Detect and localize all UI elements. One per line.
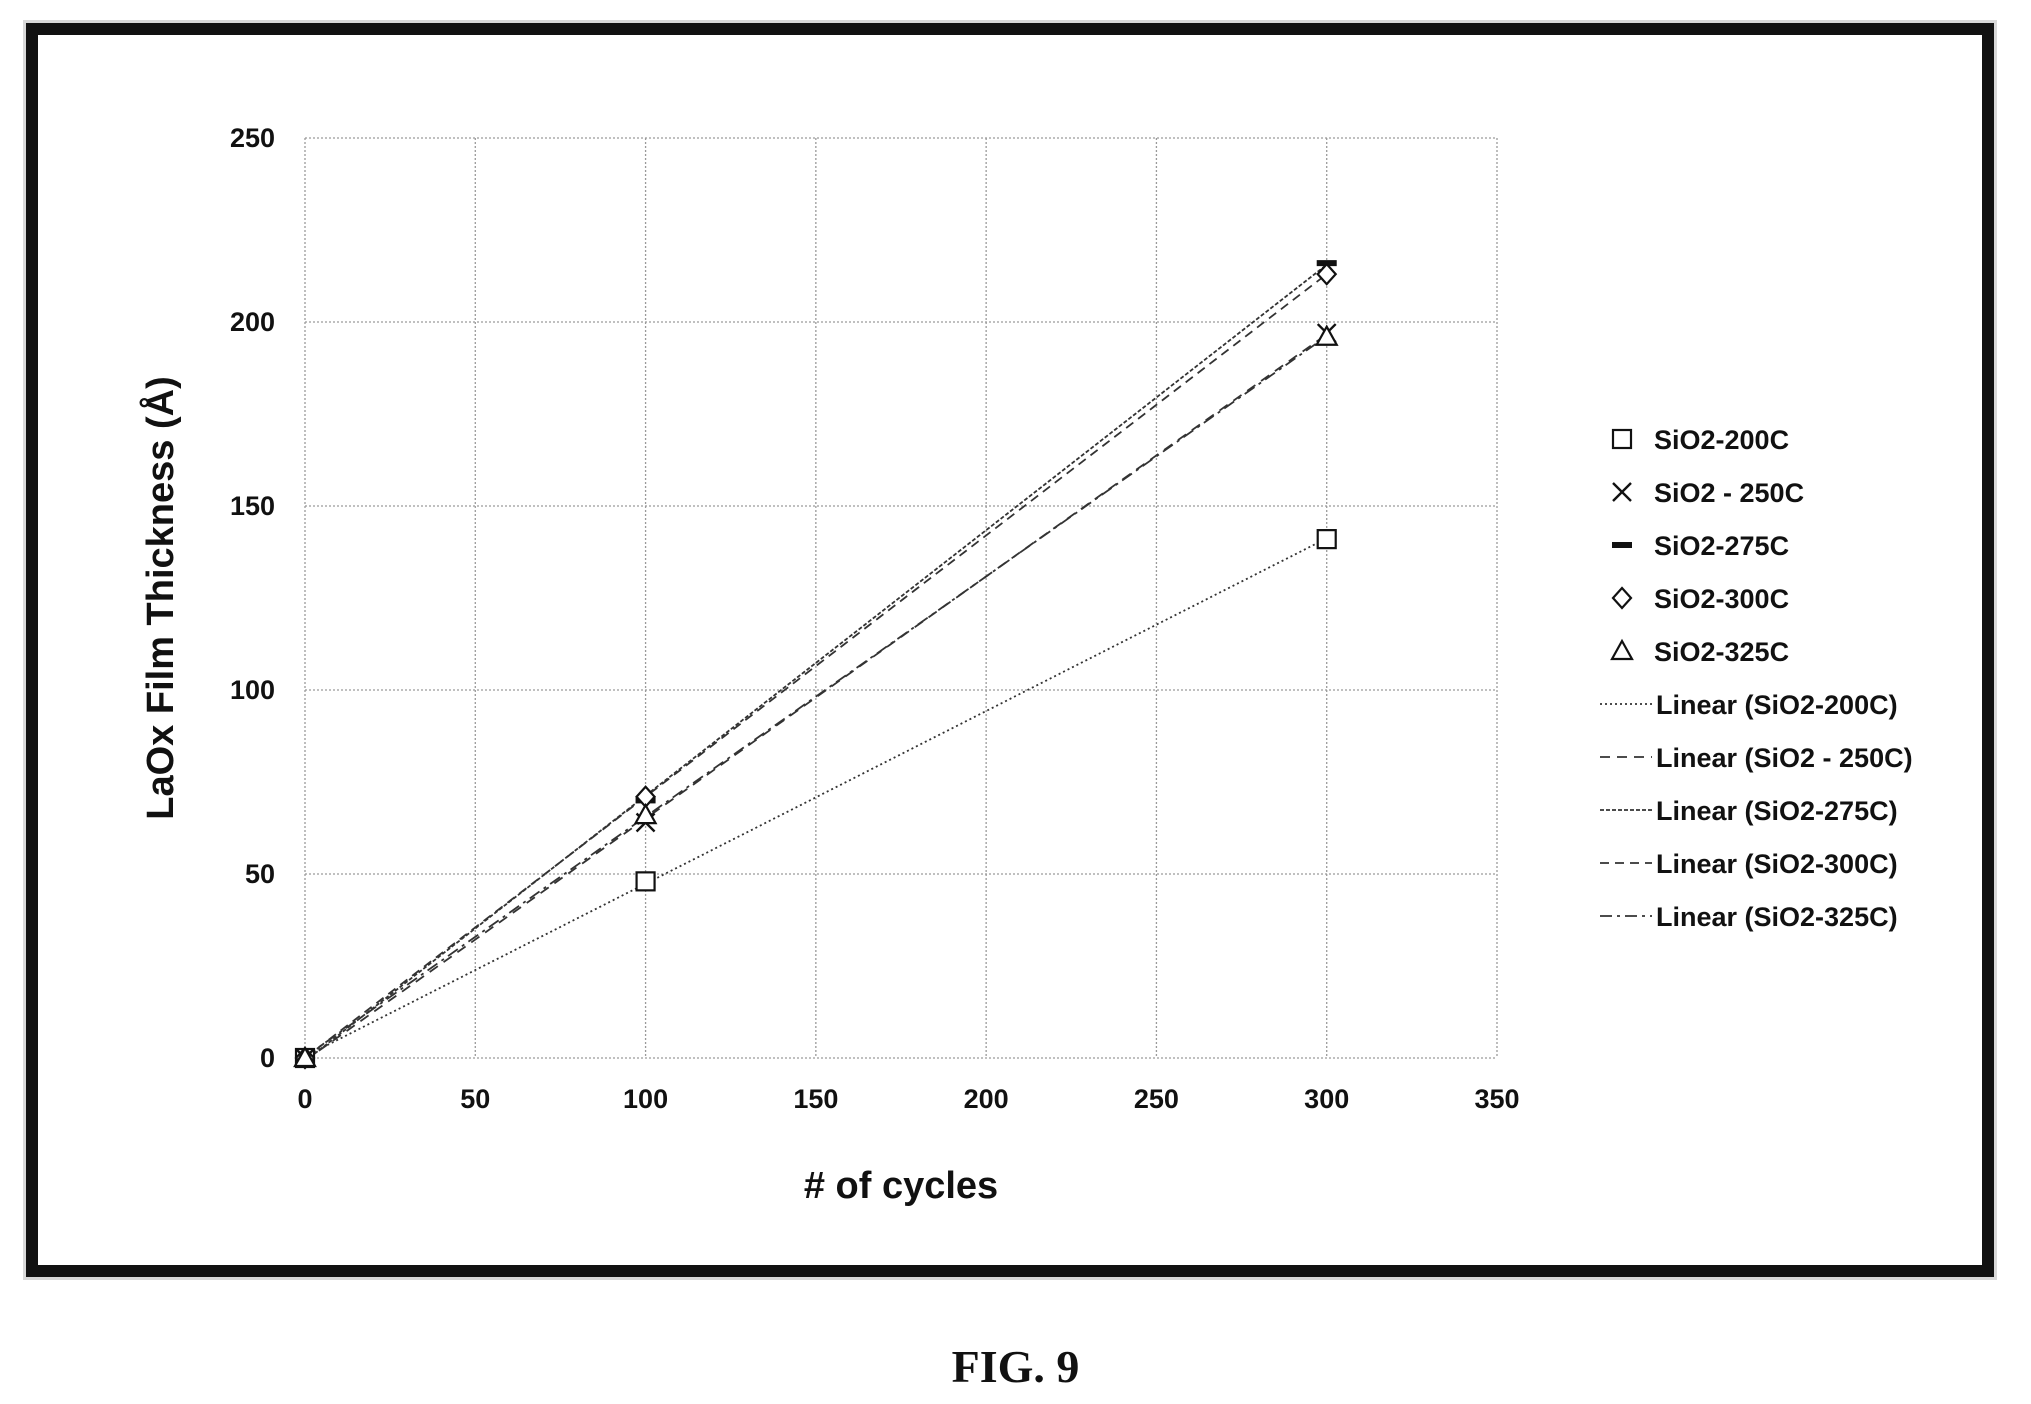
triangle-marker: [1314, 324, 1339, 346]
diamond-marker: [1316, 262, 1338, 286]
legend-label: Linear (SiO2-325C): [1656, 902, 1898, 932]
legend-label: Linear (SiO2 - 250C): [1656, 743, 1913, 773]
legend-label: SiO2-200C: [1654, 425, 1789, 455]
x-tick-label: 350: [1474, 1084, 1519, 1114]
legend-label: SiO2-300C: [1654, 584, 1789, 614]
x-tick-label: 150: [793, 1084, 838, 1114]
y-tick-label: 100: [230, 675, 275, 705]
x-tick-label: 300: [1304, 1084, 1349, 1114]
dash-marker: [1612, 542, 1632, 548]
x-tick-label: 250: [1134, 1084, 1179, 1114]
y-tick-label: 150: [230, 491, 275, 521]
x-axis-title: # of cycles: [804, 1165, 998, 1207]
y-tick-label: 0: [260, 1043, 275, 1073]
data-markers: [293, 260, 1339, 1070]
square-marker: [635, 871, 656, 892]
trendline: [304, 273, 1328, 1059]
y-tick-label: 50: [245, 859, 275, 889]
trendlines: [304, 263, 1328, 1062]
triangle-marker: [1610, 638, 1634, 661]
trendline: [304, 335, 1328, 1058]
y-axis-title: LaOx Film Thickness (Å): [138, 376, 182, 819]
x-tick-label: 200: [964, 1084, 1009, 1114]
square-marker: [1316, 529, 1337, 550]
trendline: [304, 537, 1328, 1058]
x-marker: [1612, 482, 1632, 502]
x-tick-label: 100: [623, 1084, 668, 1114]
y-tick-label: 200: [230, 307, 275, 337]
legend-label: SiO2-275C: [1654, 531, 1789, 561]
y-tick-label: 250: [230, 123, 275, 153]
figure-caption: FIG. 9: [951, 1341, 1080, 1392]
legend-label: SiO2 - 250C: [1654, 478, 1804, 508]
legend-label: Linear (SiO2-300C): [1656, 849, 1898, 879]
legend: SiO2-200C SiO2 - 250C SiO2-275C SiO2-300C Si…: [1600, 425, 1913, 932]
figure-frame: [26, 23, 1994, 1277]
legend-label: SiO2-325C: [1654, 637, 1789, 667]
square-marker: [1611, 428, 1633, 450]
triangle-marker: [293, 1045, 317, 1068]
x-tick-label: 50: [460, 1084, 490, 1114]
diamond-marker: [1611, 586, 1633, 610]
grid: [304, 137, 1498, 1059]
x-marker-stroke: [1612, 482, 1632, 502]
legend-label: Linear (SiO2-275C): [1656, 796, 1898, 826]
tick-labels: 0 50 100 150 200 250 0 50 100 150 200 250 300 350: [230, 123, 1520, 1114]
triangle-marker: [633, 802, 658, 825]
legend-label: Linear (SiO2-200C): [1656, 690, 1898, 720]
x-tick-label: 0: [297, 1084, 312, 1114]
